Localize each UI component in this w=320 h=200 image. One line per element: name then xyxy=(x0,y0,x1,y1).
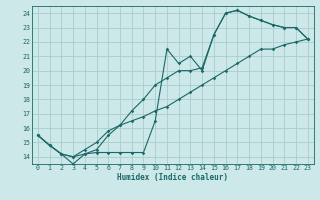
X-axis label: Humidex (Indice chaleur): Humidex (Indice chaleur) xyxy=(117,173,228,182)
